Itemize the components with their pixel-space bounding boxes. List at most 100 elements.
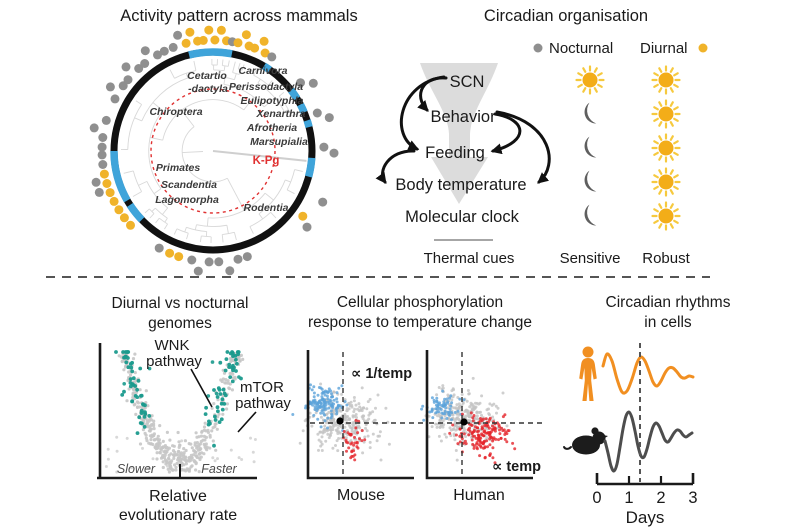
phospho-point xyxy=(354,403,358,407)
phospho-point xyxy=(368,446,372,450)
volcano-point xyxy=(130,369,135,374)
volcano-point xyxy=(106,447,110,451)
taxon-label: -dactyla xyxy=(188,83,228,95)
volcano-point xyxy=(210,360,215,364)
phospho-point xyxy=(323,393,327,397)
volcano-point xyxy=(228,371,232,376)
phospho-point xyxy=(326,432,330,436)
phospho-point xyxy=(319,444,323,448)
phospho-point xyxy=(319,404,323,408)
phospho-point xyxy=(339,409,343,413)
volcano-point xyxy=(129,365,134,370)
phospho-point xyxy=(421,404,425,408)
phospho-point xyxy=(317,438,321,442)
species-axis-label: Human xyxy=(453,487,505,504)
diurnal-legend-dot xyxy=(698,43,708,53)
phospho-point xyxy=(319,425,323,429)
phospho-point xyxy=(491,446,495,450)
phospho-point xyxy=(350,441,354,445)
taxon-label: Xenarthra xyxy=(255,108,305,120)
volcano-point xyxy=(141,428,145,432)
dendro-branch xyxy=(150,137,163,141)
volcano-point xyxy=(145,439,149,443)
phospho-point xyxy=(320,387,324,391)
volcano-point xyxy=(223,368,228,373)
mtor-label-1: mTOR xyxy=(240,379,284,396)
volcano-point xyxy=(211,439,215,443)
phospho-point xyxy=(345,449,348,453)
phospho-point xyxy=(503,433,507,436)
volcano-point xyxy=(222,371,227,375)
panel-activity-pattern: Activity pattern across mammals Carnivor… xyxy=(89,7,358,276)
phospho-point xyxy=(345,407,349,411)
phospho-point xyxy=(454,449,458,452)
phospho-point xyxy=(374,406,377,410)
phospho-point xyxy=(482,434,486,438)
phospho-point xyxy=(346,431,350,435)
phospho-point xyxy=(330,404,334,408)
volcano-point xyxy=(147,429,151,433)
dendro-branch xyxy=(238,69,242,75)
diurnal-legend-label: Diurnal xyxy=(640,40,688,57)
phospho-point xyxy=(327,400,331,404)
phospho-point xyxy=(488,413,491,417)
dendro-branch xyxy=(194,224,197,230)
dendro-branch xyxy=(286,189,295,195)
sun-moon-columns xyxy=(575,65,681,231)
volcano-point xyxy=(194,468,198,472)
phospho-point xyxy=(355,445,359,449)
phospho-point xyxy=(444,435,448,439)
taxon-label: Eulipotyphla xyxy=(241,95,304,107)
phospho-point xyxy=(496,406,500,410)
phospho-point xyxy=(440,416,444,420)
dendro-branch xyxy=(152,102,164,112)
volcano-point xyxy=(153,438,157,442)
volcano-point xyxy=(212,443,216,448)
phospho-point xyxy=(331,446,335,450)
phospho-point xyxy=(491,456,495,460)
phospho-point xyxy=(439,439,443,443)
phospho-point xyxy=(352,410,356,414)
volcano-point xyxy=(146,404,150,408)
phospho-point xyxy=(491,424,494,428)
phospho-point xyxy=(327,406,331,410)
volcano-point xyxy=(124,360,129,365)
volcano-point xyxy=(128,381,133,385)
volcano-point xyxy=(182,451,186,455)
volcano-point xyxy=(251,450,255,454)
volcano-point xyxy=(203,445,207,449)
volcano-point xyxy=(201,438,205,442)
phospho-point xyxy=(470,438,474,442)
phospho-point xyxy=(328,425,332,429)
volcano-point xyxy=(136,378,141,383)
dendro-branch xyxy=(181,110,195,127)
nocturnal-species-dot xyxy=(159,46,169,56)
dendro-branch xyxy=(182,151,204,154)
phospho-point xyxy=(462,398,466,402)
phospho-point xyxy=(327,387,331,391)
moon-icon xyxy=(584,204,597,226)
nocturnal-species-dot xyxy=(168,42,178,52)
phospho-point xyxy=(317,386,321,389)
phospho-point xyxy=(354,426,358,430)
volcano-point xyxy=(167,470,171,474)
phospho-point xyxy=(360,439,364,443)
volcano-point xyxy=(178,452,182,456)
phospho-point xyxy=(506,429,510,433)
phospho-point xyxy=(350,429,354,433)
days-axis-ticks xyxy=(595,473,695,484)
nocturnal-species-dot xyxy=(233,254,243,264)
phospho-point xyxy=(472,405,476,409)
oscillation-waves xyxy=(601,352,695,473)
volcano-point xyxy=(184,469,188,473)
phospho-point xyxy=(498,428,501,432)
phospho-point xyxy=(434,422,438,426)
diurnal-species-dot xyxy=(119,213,129,223)
volcano-point xyxy=(138,366,143,371)
centroid-dot xyxy=(460,418,468,426)
volcano-point xyxy=(139,393,144,398)
volcano-point xyxy=(204,435,208,439)
phospho-point xyxy=(342,430,346,433)
volcano-point xyxy=(237,375,241,379)
